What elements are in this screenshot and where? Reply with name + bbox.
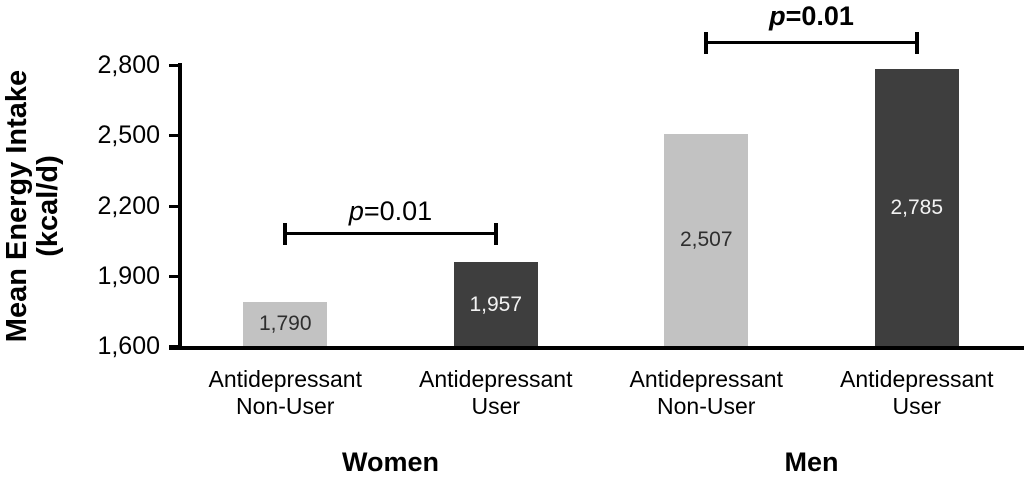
y-tick-mark bbox=[169, 204, 180, 208]
p-value-label: p=0.01 bbox=[291, 196, 491, 226]
p-value-text: =0.01 bbox=[363, 196, 433, 226]
p-value-text: =0.01 bbox=[785, 1, 854, 31]
bracket-right-cap bbox=[493, 223, 498, 245]
x-category-label: Antidepressant Non-User bbox=[629, 366, 783, 419]
y-tick-label: 2,800 bbox=[97, 51, 160, 79]
x-category-label: Antidepressant User bbox=[840, 366, 994, 419]
x-category-label: Antidepressant Non-User bbox=[208, 366, 362, 419]
bar-women-non-user: 1,790 bbox=[243, 301, 328, 346]
y-tick-mark bbox=[169, 345, 180, 348]
y-tick-label: 2,200 bbox=[97, 191, 160, 220]
significance-bracket bbox=[285, 232, 496, 235]
p-symbol: p bbox=[348, 196, 364, 226]
bar-value-label: 1,790 bbox=[258, 312, 312, 336]
group-label-men: Men bbox=[784, 447, 839, 477]
group-label-women: Women bbox=[341, 447, 439, 477]
y-axis-title-line1: Mean Energy Intake bbox=[1, 69, 33, 343]
y-axis-line bbox=[178, 63, 182, 350]
p-value-label: p=0.01 bbox=[712, 1, 912, 31]
bracket-right-cap bbox=[914, 32, 919, 54]
y-tick-mark bbox=[169, 134, 180, 138]
p-symbol: p bbox=[769, 1, 786, 31]
significance-bracket bbox=[706, 41, 917, 44]
bracket-left-cap bbox=[283, 223, 288, 245]
bar-men-non-user: 2,507 bbox=[664, 133, 749, 346]
bar-women-user: 1,957 bbox=[453, 262, 538, 346]
bar-men-user: 2,785 bbox=[874, 68, 959, 346]
bar-value-label: 2,507 bbox=[679, 228, 733, 252]
x-category-label: Antidepressant User bbox=[419, 366, 573, 419]
y-tick-mark bbox=[169, 274, 180, 278]
y-tick-label: 2,500 bbox=[97, 121, 160, 150]
bracket-left-cap bbox=[704, 32, 709, 54]
y-tick-label: 1,900 bbox=[97, 261, 160, 290]
y-tick-mark bbox=[169, 64, 180, 67]
y-axis-title: Mean Energy Intake (kcal/d) bbox=[1, 56, 64, 356]
x-axis-line bbox=[169, 346, 1024, 350]
bar-value-label: 2,785 bbox=[890, 195, 944, 219]
bar-value-label: 1,957 bbox=[469, 292, 523, 316]
y-axis-title-line2: (kcal/d) bbox=[32, 155, 64, 257]
y-tick-label: 1,600 bbox=[97, 332, 160, 360]
